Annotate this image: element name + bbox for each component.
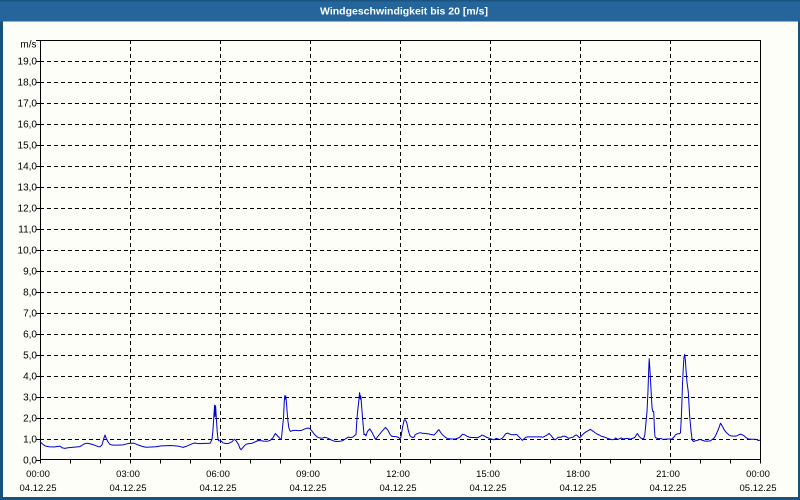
- svg-text:04.12.25: 04.12.25: [560, 483, 597, 494]
- svg-text:00:00: 00:00: [746, 469, 770, 480]
- svg-text:15:00: 15:00: [476, 469, 500, 480]
- svg-text:11,0: 11,0: [18, 225, 37, 236]
- svg-text:04.12.25: 04.12.25: [200, 483, 237, 494]
- svg-text:03:00: 03:00: [116, 469, 140, 480]
- svg-text:15,0: 15,0: [18, 141, 38, 152]
- svg-text:21:00: 21:00: [656, 469, 680, 480]
- svg-text:3,0: 3,0: [23, 393, 37, 404]
- svg-text:12:00: 12:00: [386, 469, 410, 480]
- svg-text:04.12.25: 04.12.25: [380, 483, 417, 494]
- svg-text:10,0: 10,0: [18, 246, 38, 257]
- svg-text:00:00: 00:00: [26, 469, 50, 480]
- svg-text:Windgeschwindigkeit bis 20 [m/: Windgeschwindigkeit bis 20 [m/s]: [320, 6, 488, 18]
- svg-text:04.12.25: 04.12.25: [650, 483, 687, 494]
- svg-text:04.12.25: 04.12.25: [20, 483, 57, 494]
- svg-text:4,0: 4,0: [23, 372, 37, 383]
- svg-text:13,0: 13,0: [18, 183, 38, 194]
- svg-text:m/s: m/s: [20, 40, 36, 51]
- svg-text:1,0: 1,0: [23, 435, 37, 446]
- svg-text:04.12.25: 04.12.25: [470, 483, 507, 494]
- svg-text:5,0: 5,0: [23, 351, 37, 362]
- svg-text:18,0: 18,0: [18, 78, 38, 89]
- svg-text:05.12.25: 05.12.25: [740, 483, 777, 494]
- svg-text:6,0: 6,0: [23, 330, 37, 341]
- svg-text:04.12.25: 04.12.25: [110, 483, 147, 494]
- svg-text:14,0: 14,0: [18, 162, 38, 173]
- svg-text:09:00: 09:00: [296, 469, 320, 480]
- svg-text:2,0: 2,0: [23, 414, 37, 425]
- svg-text:7,0: 7,0: [23, 309, 37, 320]
- svg-text:12,0: 12,0: [18, 204, 38, 215]
- svg-text:9,0: 9,0: [23, 267, 37, 278]
- svg-text:8,0: 8,0: [23, 288, 37, 299]
- svg-text:16,0: 16,0: [18, 120, 38, 131]
- svg-text:06:00: 06:00: [206, 469, 230, 480]
- svg-text:17,0: 17,0: [18, 99, 38, 110]
- svg-text:18:00: 18:00: [566, 469, 590, 480]
- svg-text:0,0: 0,0: [23, 456, 37, 467]
- svg-text:04.12.25: 04.12.25: [290, 483, 327, 494]
- svg-text:19,0: 19,0: [18, 57, 38, 68]
